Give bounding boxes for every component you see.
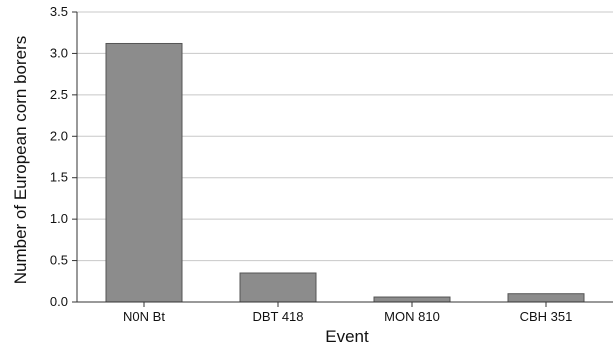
x-tick-labels: N0N Bt DBT 418 MON 810 CBH 351 [123,302,572,324]
bar [507,293,585,303]
bar [373,296,451,303]
y-tick-labels: 0.0 0.5 1.0 1.5 2.0 2.5 3.0 3.5 [50,4,68,309]
x-tick-label: CBH 351 [520,309,573,324]
y-tick-label: 2.0 [50,128,68,143]
y-axis-title: Number of European corn borers [11,36,30,285]
y-tick-label: 0.0 [50,294,68,309]
bars [105,42,585,303]
x-axis-title: Event [325,327,369,346]
x-tick-label: DBT 418 [252,309,303,324]
y-tick-label: 1.0 [50,211,68,226]
y-tick-label: 3.5 [50,4,68,19]
axes [76,12,613,303]
x-tick-label: N0N Bt [123,309,165,324]
y-tick-label: 2.5 [50,87,68,102]
y-tick-label: 1.5 [50,170,68,185]
y-tick-label: 3.0 [50,45,68,60]
y-tick-label: 0.5 [50,253,68,268]
bar [105,42,183,303]
bar [239,272,317,303]
x-tick-label: MON 810 [384,309,440,324]
